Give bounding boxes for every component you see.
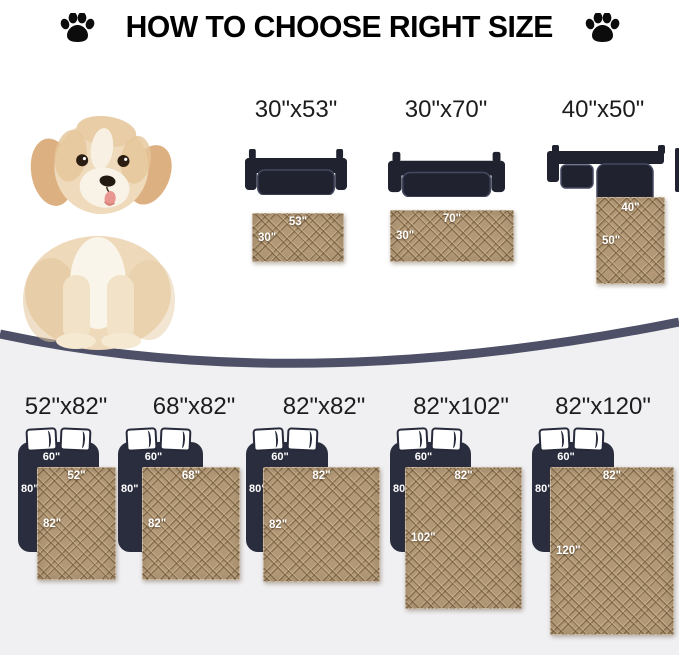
- paw-print-icon: [585, 12, 620, 42]
- blanket-swatch: 68" 82": [142, 467, 240, 580]
- bed-size-option-68x82: 68"x82" 60" 80" 68" 82": [118, 393, 240, 593]
- pillow-icon: [572, 427, 605, 452]
- pillow-icon: [125, 427, 158, 452]
- blanket-height-label: 82": [269, 518, 288, 531]
- blanket-swatch: 52" 82": [37, 467, 116, 580]
- bed-length-label: 80": [21, 483, 39, 495]
- blanket-width-label: 40": [621, 202, 640, 214]
- puppy-photo: [23, 115, 175, 350]
- size-label: 82"x120": [555, 393, 651, 420]
- blanket-height-label: 30": [258, 231, 277, 244]
- size-label: 30"x53": [254, 96, 338, 123]
- bed-width-label: 60": [414, 451, 433, 463]
- loveseat-top-view-icon: [245, 149, 347, 195]
- blanket-swatch: 82" 120": [550, 467, 674, 635]
- blanket-swatch: 40" 50": [596, 197, 665, 284]
- sofa-size-option-30x53: 30"x53" 53" 30": [244, 96, 348, 268]
- bed-size-option-82x102: 82"x102" 60" 80" 82" 102": [390, 393, 522, 618]
- header: HOW TO CHOOSE RIGHT SIZE: [0, 6, 679, 48]
- bed-width-label: 60": [557, 451, 575, 463]
- pillow-icon: [159, 427, 192, 452]
- blanket-width-label: 70": [442, 213, 462, 225]
- size-label: 52"x82": [24, 393, 108, 420]
- blanket-width-label: 82": [312, 470, 331, 482]
- blanket-height-label: 50": [602, 234, 621, 247]
- pillow-icon: [252, 427, 285, 452]
- blanket-swatch: 82" 102": [405, 467, 522, 609]
- blanket-swatch: 70" 30": [390, 210, 514, 262]
- bed-width-label: 60": [42, 451, 61, 463]
- paw-print-icon: [60, 12, 95, 42]
- blanket-width-label: 82": [602, 470, 622, 482]
- pillow-icon: [59, 427, 92, 452]
- blanket-width-label: 68": [181, 470, 201, 482]
- bed-width-label: 60": [144, 451, 163, 463]
- pillow-icon: [25, 427, 58, 452]
- size-label: 68"x82": [152, 393, 236, 420]
- pillow-icon: [538, 427, 571, 452]
- page-title: HOW TO CHOOSE RIGHT SIZE: [125, 9, 554, 44]
- blanket-swatch: 82" 82": [263, 467, 380, 582]
- pillow-icon: [286, 427, 319, 452]
- bed-length-label: 80": [249, 483, 267, 495]
- bed-length-label: 80": [121, 483, 139, 495]
- bed-size-option-82x120: 82"x120" 60" 80" 82" 120": [532, 393, 674, 643]
- blanket-height-label: 82": [43, 517, 62, 530]
- blanket-height-label: 120": [556, 545, 581, 557]
- sofa-size-option-40x50: 40"x50" 40" 50": [547, 96, 679, 286]
- sofa-size-option-30x70: 30"x70" 70" 30": [387, 96, 514, 268]
- pillow-icon: [396, 427, 429, 452]
- size-label: 40"x50": [561, 96, 645, 123]
- blanket-height-label: 82": [148, 517, 167, 530]
- bed-size-option-82x82: 82"x82" 60" 80" 82" 82": [246, 393, 380, 593]
- bed-size-option-52x82: 52"x82" 60" 80" 52" 82": [14, 393, 118, 593]
- blanket-width-label: 53": [288, 216, 308, 228]
- bed-length-label: 80": [535, 483, 553, 495]
- size-label: 30"x70": [404, 96, 488, 123]
- sofa-top-view-icon: [388, 151, 505, 197]
- blanket-swatch: 53" 30": [252, 213, 344, 262]
- bed-width-label: 60": [271, 451, 289, 463]
- blanket-height-label: 102": [411, 532, 436, 544]
- size-label: 82"x102": [413, 393, 509, 420]
- blanket-height-label: 30": [396, 230, 415, 242]
- blanket-width-label: 82": [454, 470, 473, 482]
- blanket-width-label: 52": [67, 470, 86, 482]
- size-label: 82"x82": [282, 393, 366, 420]
- pillow-icon: [430, 427, 463, 452]
